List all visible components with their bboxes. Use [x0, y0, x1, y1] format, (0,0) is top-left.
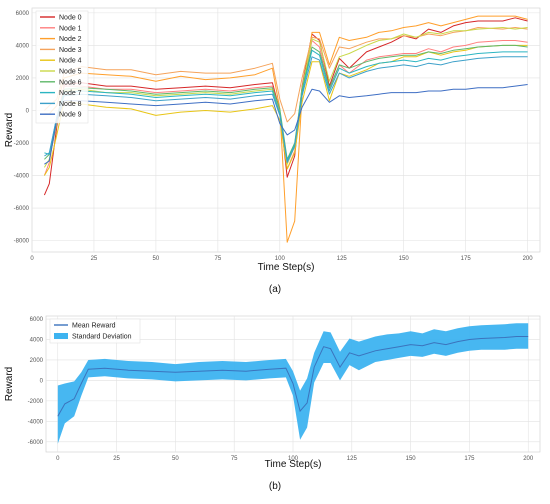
chart-a-x-tick-label: 200 [523, 256, 534, 262]
chart-a-x-tick-label: 50 [153, 256, 160, 262]
chart-b-y-ticks: -6000 -4000 -2000 0 2000 4000 6000 [28, 317, 44, 446]
chart-b-x-tick-label: 50 [172, 456, 179, 462]
chart-a-y-ticks: -8000 -6000 -4000 -2000 0 2000 4000 6000 [14, 11, 30, 245]
chart-b-y-tick-label: 6000 [30, 317, 44, 323]
chart-b-y-tick-label: 2000 [30, 358, 44, 364]
chart-a-y-tick-label: 2000 [16, 76, 30, 82]
chart-a-x-tick-label: 25 [91, 256, 98, 262]
chart-a-legend-box [35, 10, 89, 124]
chart-b-x-axis-label: Time Step(s) [265, 459, 322, 470]
chart-a-y-tick-label: -8000 [14, 239, 30, 245]
chart-b-y-tick-label: -4000 [28, 419, 44, 425]
chart-a-x-tick-label: 0 [30, 256, 34, 262]
chart-a-caption: (a) [269, 284, 281, 295]
chart-a-x-tick-label: 175 [461, 256, 472, 262]
chart-b-legend-swatch-std [54, 333, 68, 339]
chart-a-legend-label: Node 4 [59, 58, 82, 65]
chart-b-x-tick-label: 75 [231, 456, 238, 462]
chart-a-legend-label: Node 8 [59, 101, 82, 108]
chart-b: 0 25 50 75 100 125 150 175 200 -6000 -4000 -2000 0 2… [4, 315, 541, 492]
chart-a-x-axis-label: Time Step(s) [258, 262, 315, 273]
chart-a-legend: Node 0 Node 1 Node 2 Node 3 Node 4 Node 5 Node… [35, 10, 89, 124]
chart-a-legend-label: Node 7 [59, 90, 82, 97]
chart-b-x-tick-label: 200 [523, 456, 534, 462]
chart-a-y-tick-label: 0 [26, 108, 30, 114]
chart-b-x-tick-label: 125 [347, 456, 358, 462]
chart-a-legend-label: Node 9 [59, 112, 82, 119]
chart-a-legend-label: Node 0 [59, 15, 82, 22]
chart-b-y-tick-label: -6000 [28, 440, 44, 446]
chart-a-series-line-2 [44, 15, 528, 243]
chart-b-series [57, 323, 529, 444]
chart-b-x-tick-label: 175 [464, 456, 475, 462]
chart-a-legend-label: Node 5 [59, 69, 82, 76]
chart-a-series-line-5 [43, 27, 528, 168]
chart-a-series-line-8 [44, 56, 528, 163]
chart-b-y-tick-label: 4000 [30, 338, 44, 344]
chart-a-series-line-3 [44, 27, 528, 123]
chart-b-legend: Mean Reward Standard Deviation [49, 318, 141, 344]
chart-b-x-tick-label: 100 [288, 456, 299, 462]
chart-a-series [43, 15, 528, 243]
chart-a-legend-label: Node 1 [59, 25, 82, 32]
chart-b-mean-line [57, 336, 529, 417]
chart-a-y-tick-label: -6000 [14, 206, 30, 212]
chart-a-series-line-9 [44, 84, 528, 165]
chart-a-x-tick-label: 150 [399, 256, 410, 262]
chart-a-x-ticks: 0 25 50 75 100 125 150 175 200 [30, 256, 533, 262]
chart-a-x-tick-label: 125 [337, 256, 348, 262]
chart-a-x-tick-label: 100 [275, 256, 286, 262]
chart-a-y-tick-label: 4000 [16, 43, 30, 49]
chart-b-legend-label-std: Standard Deviation [72, 334, 132, 341]
chart-b-y-axis-label: Reward [4, 367, 15, 401]
chart-a-grid [31, 8, 540, 252]
chart-a-series-line-4 [43, 44, 528, 176]
chart-a-series-line-6 [44, 44, 528, 160]
chart-a-x-tick-label: 75 [215, 256, 222, 262]
chart-b-x-tick-label: 150 [406, 456, 417, 462]
chart-b-legend-label-mean: Mean Reward [72, 323, 116, 330]
chart-a-y-tick-label: 6000 [16, 11, 30, 17]
chart-a-legend-label: Node 6 [59, 79, 82, 86]
chart-b-x-tick-label: 0 [56, 456, 60, 462]
chart-a-series-line-7 [44, 49, 528, 162]
chart-b-y-tick-label: -2000 [28, 399, 44, 405]
chart-a-legend-label: Node 3 [59, 47, 82, 54]
chart-a-y-axis-label: Reward [4, 113, 15, 147]
chart-a-legend-label: Node 2 [59, 36, 82, 43]
chart-a-y-tick-label: -4000 [14, 174, 30, 180]
chart-b-caption: (b) [269, 481, 281, 492]
chart-a-y-tick-label: -2000 [14, 141, 30, 147]
chart-a: 0 25 50 75 100 125 150 175 200 -8000 -6000 -4000 -2… [4, 7, 541, 295]
chart-b-y-tick-label: 0 [40, 378, 44, 384]
chart-a-plot-area [31, 7, 541, 253]
chart-b-x-tick-label: 25 [113, 456, 120, 462]
chart-b-x-ticks: 0 25 50 75 100 125 150 175 200 [56, 456, 534, 462]
